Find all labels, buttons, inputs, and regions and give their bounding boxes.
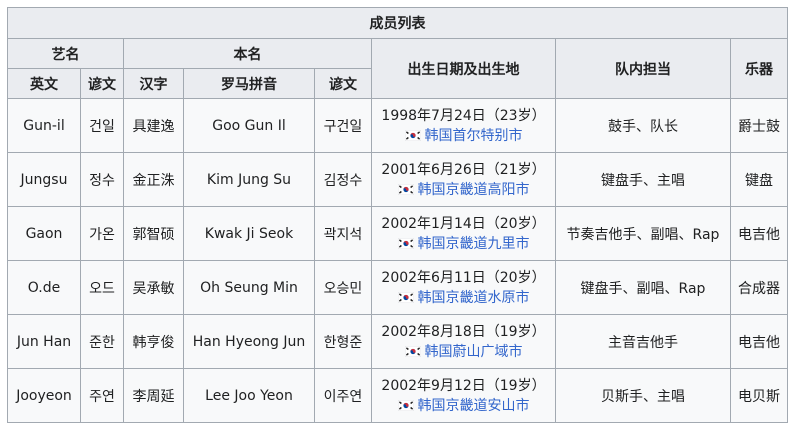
birth-place: 韩国京畿道安山市	[376, 396, 551, 416]
table-row: O.de 오드 吴承敏 Oh Seung Min 오승민 2002年6月11日（…	[7, 260, 788, 315]
cell-instrument: 爵士鼓	[730, 98, 788, 153]
birth-date: 2002年6月11日（20岁）	[381, 269, 546, 286]
birth-place: 韩国京畿道水原市	[376, 288, 551, 308]
cell-birth: 1998年7月24日（23岁） 韩国首尔特别市	[371, 98, 556, 153]
header-real-roman: 罗马拼音	[183, 68, 315, 99]
birth-date: 2002年8月18日（19岁）	[381, 323, 546, 340]
cell-instrument: 电吉他	[730, 314, 788, 369]
cell-birth: 2002年8月18日（19岁） 韩国蔚山广域市	[371, 314, 556, 369]
table-row: Jun Han 준한 韩亨俊 Han Hyeong Jun 한형준 2002年8…	[7, 314, 788, 369]
birth-place: 韩国蔚山广域市	[376, 342, 551, 362]
cell-stage-en: Jungsu	[7, 152, 81, 207]
cell-stage-ko: 주연	[80, 368, 124, 423]
south-korea-flag-icon	[404, 346, 421, 357]
cell-instrument: 合成器	[730, 260, 788, 315]
cell-stage-ko: 가온	[80, 206, 124, 261]
birth-place: 韩国京畿道九里市	[376, 234, 551, 254]
header-role: 队内担当	[555, 38, 731, 99]
table-row: Gun-il 건일 具建逸 Goo Gun Il 구건일 1998年7月24日（…	[7, 98, 788, 153]
cell-instrument: 电吉他	[730, 206, 788, 261]
cell-role: 键盘手、主唱	[555, 152, 731, 207]
members-table-container: 成员列表 艺名 本名 出生日期及出生地 队内担当 乐器 英文 谚文 汉字 罗马拼…	[7, 7, 788, 423]
south-korea-flag-icon	[397, 238, 414, 249]
cell-real-hanja: 郭智硕	[123, 206, 184, 261]
header-stage-ko: 谚文	[80, 68, 124, 99]
birth-place-link[interactable]: 韩国京畿道水原市	[417, 289, 530, 306]
table-row: Jooyeon 주연 李周延 Lee Joo Yeon 이주연 2002年9月1…	[7, 368, 788, 423]
cell-real-roman: Lee Joo Yeon	[183, 368, 315, 423]
header-real-hanja: 汉字	[123, 68, 184, 99]
cell-real-ko: 곽지석	[314, 206, 372, 261]
cell-real-ko: 구건일	[314, 98, 372, 153]
cell-instrument: 电贝斯	[730, 368, 788, 423]
cell-stage-en: Gun-il	[7, 98, 81, 153]
header-stage-en: 英文	[7, 68, 81, 99]
cell-real-ko: 한형준	[314, 314, 372, 369]
birth-date: 2002年1月14日（20岁）	[381, 215, 546, 232]
cell-birth: 2002年9月12日（19岁） 韩国京畿道安山市	[371, 368, 556, 423]
cell-real-hanja: 韩亨俊	[123, 314, 184, 369]
south-korea-flag-icon	[397, 292, 414, 303]
cell-real-roman: Han Hyeong Jun	[183, 314, 315, 369]
south-korea-flag-icon	[397, 400, 414, 411]
cell-stage-en: O.de	[7, 260, 81, 315]
cell-role: 贝斯手、主唱	[555, 368, 731, 423]
table-caption: 成员列表	[7, 7, 788, 39]
birth-place-link[interactable]: 韩国首尔特别市	[424, 127, 523, 144]
south-korea-flag-icon	[397, 184, 414, 195]
table-row: Gaon 가온 郭智硕 Kwak Ji Seok 곽지석 2002年1月14日（…	[7, 206, 788, 261]
cell-role: 键盘手、副唱、Rap	[555, 260, 731, 315]
cell-role: 节奏吉他手、副唱、Rap	[555, 206, 731, 261]
birth-place-link[interactable]: 韩国京畿道高阳市	[417, 181, 530, 198]
header-real-name: 本名	[123, 38, 372, 69]
table-row: Jungsu 정수 金正洙 Kim Jung Su 김정수 2001年6月26日…	[7, 152, 788, 207]
cell-role: 鼓手、队长	[555, 98, 731, 153]
cell-real-roman: Goo Gun Il	[183, 98, 315, 153]
cell-birth: 2001年6月26日（21岁） 韩国京畿道高阳市	[371, 152, 556, 207]
cell-real-ko: 김정수	[314, 152, 372, 207]
cell-stage-ko: 건일	[80, 98, 124, 153]
cell-stage-ko: 정수	[80, 152, 124, 207]
birth-date: 2001年6月26日（21岁）	[381, 161, 546, 178]
birth-place: 韩国首尔特别市	[376, 126, 551, 146]
cell-instrument: 键盘	[730, 152, 788, 207]
birth-place-link[interactable]: 韩国蔚山广域市	[424, 343, 523, 360]
cell-real-roman: Kwak Ji Seok	[183, 206, 315, 261]
header-instrument: 乐器	[730, 38, 788, 99]
cell-stage-ko: 준한	[80, 314, 124, 369]
cell-birth: 2002年6月11日（20岁） 韩国京畿道水原市	[371, 260, 556, 315]
header-real-ko: 谚文	[314, 68, 372, 99]
birth-place: 韩国京畿道高阳市	[376, 180, 551, 200]
members-table: 成员列表 艺名 本名 出生日期及出生地 队内担当 乐器 英文 谚文 汉字 罗马拼…	[7, 7, 788, 423]
birth-date: 2002年9月12日（19岁）	[381, 377, 546, 394]
cell-stage-en: Jooyeon	[7, 368, 81, 423]
birth-date: 1998年7月24日（23岁）	[381, 107, 546, 124]
header-stage-name: 艺名	[7, 38, 124, 69]
cell-real-ko: 오승민	[314, 260, 372, 315]
cell-real-hanja: 具建逸	[123, 98, 184, 153]
cell-role: 主音吉他手	[555, 314, 731, 369]
cell-stage-en: Gaon	[7, 206, 81, 261]
cell-real-ko: 이주연	[314, 368, 372, 423]
cell-real-roman: Kim Jung Su	[183, 152, 315, 207]
south-korea-flag-icon	[404, 130, 421, 141]
cell-real-roman: Oh Seung Min	[183, 260, 315, 315]
cell-stage-en: Jun Han	[7, 314, 81, 369]
header-birth: 出生日期及出生地	[371, 38, 556, 99]
cell-real-hanja: 吴承敏	[123, 260, 184, 315]
birth-place-link[interactable]: 韩国京畿道安山市	[417, 397, 530, 414]
cell-birth: 2002年1月14日（20岁） 韩国京畿道九里市	[371, 206, 556, 261]
birth-place-link[interactable]: 韩国京畿道九里市	[417, 235, 530, 252]
cell-stage-ko: 오드	[80, 260, 124, 315]
cell-real-hanja: 金正洙	[123, 152, 184, 207]
cell-real-hanja: 李周延	[123, 368, 184, 423]
